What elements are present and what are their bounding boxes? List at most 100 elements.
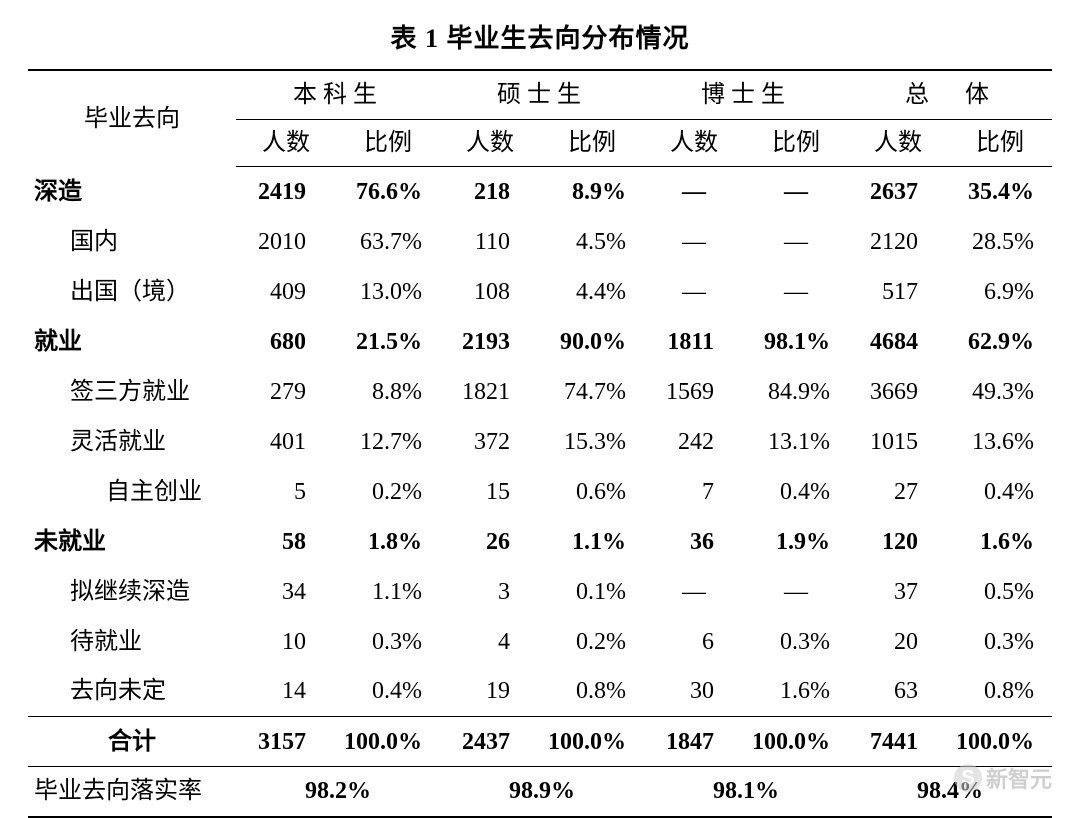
table-cell: 74.7% bbox=[540, 367, 644, 417]
table-cell: 242 bbox=[644, 417, 744, 467]
table-cell: 21.5% bbox=[336, 317, 440, 367]
table-cell: 110 bbox=[440, 217, 540, 267]
table-cell: 0.3% bbox=[948, 617, 1052, 667]
row-label: 合计 bbox=[28, 717, 236, 767]
table-cell: 58 bbox=[236, 517, 336, 567]
table-cell: 3157 bbox=[236, 717, 336, 767]
row-label: 毕业去向落实率 bbox=[28, 767, 236, 817]
row-label: 拟继续深造 bbox=[28, 567, 236, 617]
table-cell: 100.0% bbox=[336, 717, 440, 767]
table-cell: 3669 bbox=[848, 367, 948, 417]
table-cell: 2419 bbox=[236, 167, 336, 217]
table-row: 自主创业50.2%150.6%70.4%270.4% bbox=[28, 467, 1052, 517]
table-cell: 28.5% bbox=[948, 217, 1052, 267]
table-cell: 10 bbox=[236, 617, 336, 667]
table-cell: 8.9% bbox=[540, 167, 644, 217]
table-cell: 63.7% bbox=[336, 217, 440, 267]
table-cell: 3 bbox=[440, 567, 540, 617]
header-sub: 人数 bbox=[236, 120, 336, 167]
footer-value: 98.1% bbox=[644, 767, 848, 817]
table-cell: 7 bbox=[644, 467, 744, 517]
table-cell: 1847 bbox=[644, 717, 744, 767]
row-label: 去向未定 bbox=[28, 667, 236, 717]
table-cell: 19 bbox=[440, 667, 540, 717]
row-label: 国内 bbox=[28, 217, 236, 267]
table-cell: 8.8% bbox=[336, 367, 440, 417]
table-cell: 13.1% bbox=[744, 417, 848, 467]
table-cell: 6 bbox=[644, 617, 744, 667]
table-row: 出国（境）40913.0%1084.4%——5176.9% bbox=[28, 267, 1052, 317]
table-cell: 100.0% bbox=[744, 717, 848, 767]
header-sub: 比例 bbox=[336, 120, 440, 167]
table-cell: 0.2% bbox=[540, 617, 644, 667]
header-group-3: 总 体 bbox=[848, 70, 1052, 120]
table-cell: 2637 bbox=[848, 167, 948, 217]
table-cell: 2437 bbox=[440, 717, 540, 767]
table-row: 签三方就业2798.8%182174.7%156984.9%366949.3% bbox=[28, 367, 1052, 417]
table-cell: 90.0% bbox=[540, 317, 644, 367]
table-cell: 7441 bbox=[848, 717, 948, 767]
header-row-label: 毕业去向 bbox=[28, 70, 236, 167]
table-cell: 36 bbox=[644, 517, 744, 567]
header-group-row: 毕业去向 本科生 硕士生 博士生 总 体 bbox=[28, 70, 1052, 120]
table-row: 未就业581.8%261.1%361.9%1201.6% bbox=[28, 517, 1052, 567]
graduate-destination-table: 毕业去向 本科生 硕士生 博士生 总 体 人数 比例 人数 比例 人数 比例 人… bbox=[28, 69, 1052, 818]
table-cell: — bbox=[744, 267, 848, 317]
table-cell: 1821 bbox=[440, 367, 540, 417]
table-cell: 13.6% bbox=[948, 417, 1052, 467]
table-cell: 15.3% bbox=[540, 417, 644, 467]
footer-value: 98.4% bbox=[848, 767, 1052, 817]
header-group-2: 博士生 bbox=[644, 70, 848, 120]
table-cell: 0.4% bbox=[336, 667, 440, 717]
header-group-0: 本科生 bbox=[236, 70, 440, 120]
table-row: 待就业100.3%40.2%60.3%200.3% bbox=[28, 617, 1052, 667]
table-cell: 1.1% bbox=[336, 567, 440, 617]
table-cell: 76.6% bbox=[336, 167, 440, 217]
table-cell: 4684 bbox=[848, 317, 948, 367]
table-cell: 0.8% bbox=[948, 667, 1052, 717]
table-cell: 62.9% bbox=[948, 317, 1052, 367]
row-label: 灵活就业 bbox=[28, 417, 236, 467]
table-cell: 98.1% bbox=[744, 317, 848, 367]
table-cell: 279 bbox=[236, 367, 336, 417]
table-cell: 517 bbox=[848, 267, 948, 317]
total-row: 合计3157100.0%2437100.0%1847100.0%7441100.… bbox=[28, 717, 1052, 767]
table-cell: 680 bbox=[236, 317, 336, 367]
table-cell: 0.1% bbox=[540, 567, 644, 617]
table-cell: 0.8% bbox=[540, 667, 644, 717]
table-row: 国内201063.7%1104.5%——212028.5% bbox=[28, 217, 1052, 267]
row-label: 待就业 bbox=[28, 617, 236, 667]
table-cell: — bbox=[644, 267, 744, 317]
table-cell: 14 bbox=[236, 667, 336, 717]
header-sub: 比例 bbox=[948, 120, 1052, 167]
table-cell: 0.2% bbox=[336, 467, 440, 517]
table-cell: 120 bbox=[848, 517, 948, 567]
table-cell: 4.5% bbox=[540, 217, 644, 267]
table-cell: 5 bbox=[236, 467, 336, 517]
table-cell: — bbox=[644, 217, 744, 267]
table-cell: 218 bbox=[440, 167, 540, 217]
header-sub: 比例 bbox=[540, 120, 644, 167]
table-title: 表 1 毕业生去向分布情况 bbox=[28, 18, 1052, 55]
table-cell: 6.9% bbox=[948, 267, 1052, 317]
header-group-1: 硕士生 bbox=[440, 70, 644, 120]
table-cell: 1811 bbox=[644, 317, 744, 367]
table-cell: 401 bbox=[236, 417, 336, 467]
table-cell: 2193 bbox=[440, 317, 540, 367]
table-cell: — bbox=[744, 167, 848, 217]
table-cell: 4 bbox=[440, 617, 540, 667]
table-cell: — bbox=[644, 567, 744, 617]
table-cell: 372 bbox=[440, 417, 540, 467]
table-cell: 1015 bbox=[848, 417, 948, 467]
table-cell: 1.9% bbox=[744, 517, 848, 567]
table-cell: 0.4% bbox=[948, 467, 1052, 517]
table-row: 深造241976.6%2188.9%——263735.4% bbox=[28, 167, 1052, 217]
table-cell: 1.6% bbox=[744, 667, 848, 717]
footer-value: 98.2% bbox=[236, 767, 440, 817]
footer-value: 98.9% bbox=[440, 767, 644, 817]
table-cell: 409 bbox=[236, 267, 336, 317]
table-cell: 37 bbox=[848, 567, 948, 617]
table-cell: 1.1% bbox=[540, 517, 644, 567]
row-label: 自主创业 bbox=[28, 467, 236, 517]
header-sub: 人数 bbox=[440, 120, 540, 167]
